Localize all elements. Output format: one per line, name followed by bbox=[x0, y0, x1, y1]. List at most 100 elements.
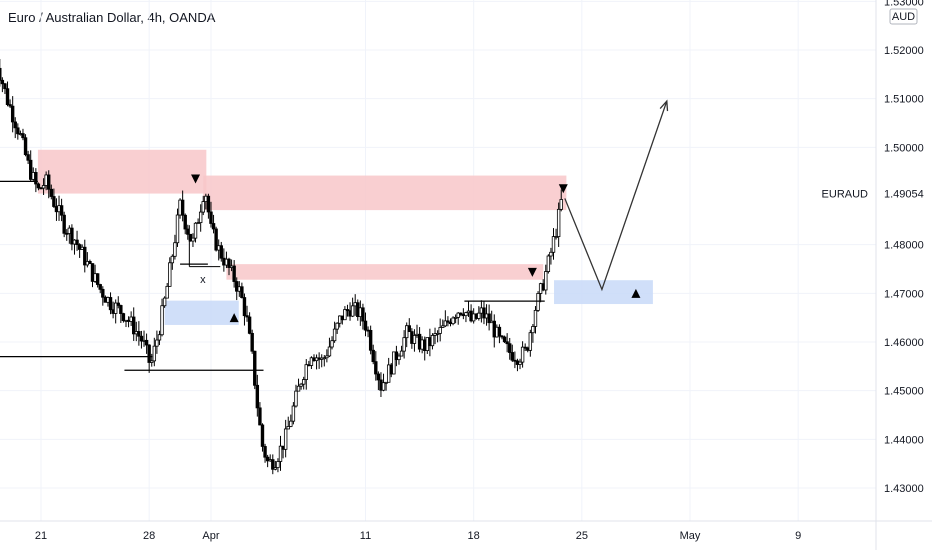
candle bbox=[13, 121, 17, 129]
time-tick-label: 28 bbox=[143, 530, 155, 542]
candle bbox=[283, 428, 288, 450]
candle bbox=[137, 331, 141, 337]
candle bbox=[263, 446, 267, 458]
candle bbox=[155, 339, 159, 347]
candle bbox=[88, 261, 92, 264]
candle bbox=[62, 214, 66, 234]
candle bbox=[253, 350, 257, 386]
supply-zone bbox=[226, 264, 544, 280]
candle bbox=[173, 242, 177, 257]
candle bbox=[381, 382, 386, 391]
candle bbox=[209, 211, 213, 224]
candle bbox=[16, 127, 20, 135]
candle bbox=[325, 355, 329, 359]
candle bbox=[83, 246, 87, 266]
price-tick-label: 1.45000 bbox=[884, 386, 924, 398]
candle bbox=[265, 456, 270, 462]
candle bbox=[90, 263, 95, 282]
candle bbox=[3, 83, 7, 90]
candle bbox=[139, 335, 144, 342]
candle bbox=[271, 459, 275, 470]
candle bbox=[258, 407, 262, 426]
time-tick-label: 21 bbox=[35, 530, 47, 542]
candle bbox=[435, 332, 440, 335]
candle bbox=[345, 309, 350, 312]
candle bbox=[546, 255, 551, 272]
candle bbox=[52, 196, 56, 207]
time-tick-label: 18 bbox=[468, 530, 480, 542]
price-tick-label: 1.44000 bbox=[884, 434, 924, 446]
candle bbox=[520, 346, 525, 363]
candle bbox=[152, 345, 157, 362]
candle bbox=[250, 332, 254, 352]
candle bbox=[214, 228, 218, 251]
candle bbox=[531, 326, 535, 334]
candle bbox=[451, 317, 455, 325]
sell-marker-icon bbox=[527, 267, 537, 277]
candle bbox=[464, 312, 468, 317]
candle bbox=[554, 236, 558, 238]
candle bbox=[227, 258, 231, 268]
candle bbox=[116, 302, 120, 306]
candle bbox=[41, 185, 46, 189]
candle bbox=[407, 325, 411, 333]
candle bbox=[304, 364, 308, 380]
candle bbox=[374, 361, 378, 375]
price-tick-label: 1.53000 bbox=[884, 0, 924, 8]
candle bbox=[384, 381, 388, 384]
candle bbox=[500, 335, 504, 338]
time-tick-label: Apr bbox=[202, 530, 219, 542]
candle bbox=[343, 309, 347, 321]
sell-marker-icon bbox=[558, 184, 568, 194]
price-tick-label: 1.43000 bbox=[884, 483, 924, 495]
candle bbox=[196, 222, 200, 225]
candle bbox=[309, 357, 314, 366]
price-tick-label: 1.52000 bbox=[884, 45, 924, 57]
candle bbox=[518, 361, 522, 365]
candle bbox=[219, 245, 223, 259]
candle bbox=[47, 174, 51, 190]
candle bbox=[510, 352, 514, 361]
candle bbox=[0, 67, 2, 81]
candle bbox=[371, 349, 375, 363]
symbol-label: EURAUD bbox=[822, 189, 869, 201]
time-tick-label: May bbox=[680, 530, 701, 542]
candle bbox=[438, 327, 442, 334]
projection-path[interactable] bbox=[564, 100, 668, 292]
candle bbox=[332, 328, 337, 342]
candle bbox=[294, 390, 298, 407]
last-price-label: 1.49054 bbox=[884, 189, 924, 201]
candle bbox=[34, 172, 38, 185]
candle bbox=[549, 251, 553, 257]
candle bbox=[361, 307, 365, 322]
candle bbox=[121, 313, 126, 322]
candle bbox=[392, 351, 396, 375]
candle bbox=[186, 228, 190, 235]
candle bbox=[175, 214, 180, 244]
candle bbox=[459, 312, 463, 315]
annotation-x-label: x bbox=[200, 274, 206, 286]
price-tick-label: 1.50000 bbox=[884, 142, 924, 154]
candle bbox=[8, 104, 12, 107]
candle bbox=[368, 330, 373, 351]
candle bbox=[533, 309, 538, 327]
candle bbox=[95, 273, 100, 285]
candle bbox=[255, 384, 260, 409]
currency-badge[interactable] bbox=[889, 8, 918, 25]
candle bbox=[335, 322, 339, 330]
candle bbox=[144, 339, 149, 346]
candle bbox=[23, 137, 28, 156]
candle bbox=[75, 239, 79, 246]
candle bbox=[559, 199, 563, 210]
candle bbox=[399, 350, 404, 357]
candle bbox=[412, 335, 417, 344]
candle bbox=[211, 223, 216, 230]
candle bbox=[441, 325, 445, 328]
candle bbox=[477, 312, 481, 319]
candle bbox=[240, 286, 244, 298]
candle bbox=[286, 426, 290, 430]
candle bbox=[487, 313, 491, 324]
candle bbox=[36, 183, 41, 189]
candle bbox=[536, 293, 540, 311]
